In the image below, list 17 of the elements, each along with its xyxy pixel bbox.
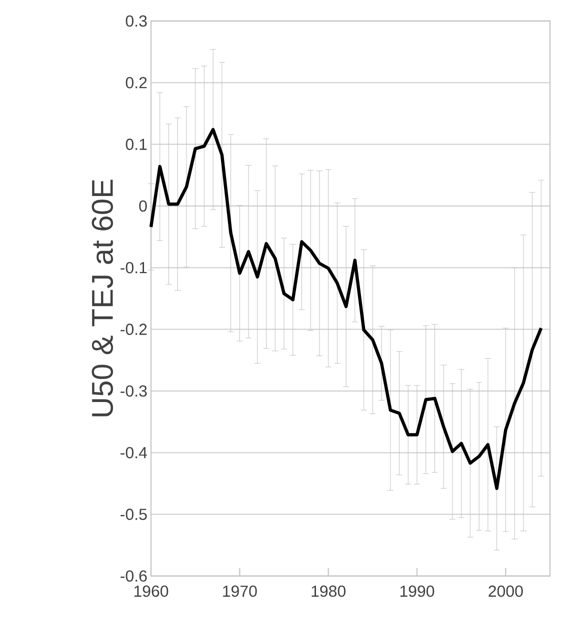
y-tick-label: -0.4 — [120, 447, 147, 458]
y-tick-label: -0.2 — [120, 324, 147, 335]
x-tick-label: 1960 — [134, 586, 168, 597]
y-tick-label: 0.1 — [126, 138, 147, 150]
x-tick-label: 1990 — [400, 586, 434, 597]
y-tick-label: 0.3 — [126, 15, 147, 27]
x-tick-label: 2000 — [488, 586, 523, 597]
y-axis-title: U50 & TEJ at 60E — [92, 180, 114, 416]
y-tick-label: -0.1 — [120, 262, 147, 274]
line-series — [149, 128, 543, 490]
y-tick-label: -0.6 — [120, 570, 147, 582]
y-tick-label: -0.5 — [120, 508, 147, 520]
x-tick-label: 1970 — [223, 586, 257, 597]
y-tick-label: 0.2 — [126, 77, 147, 88]
y-tick-label: 0 — [139, 200, 147, 212]
y-tick-label: -0.3 — [120, 385, 147, 397]
x-tick-label: 1980 — [312, 586, 346, 597]
